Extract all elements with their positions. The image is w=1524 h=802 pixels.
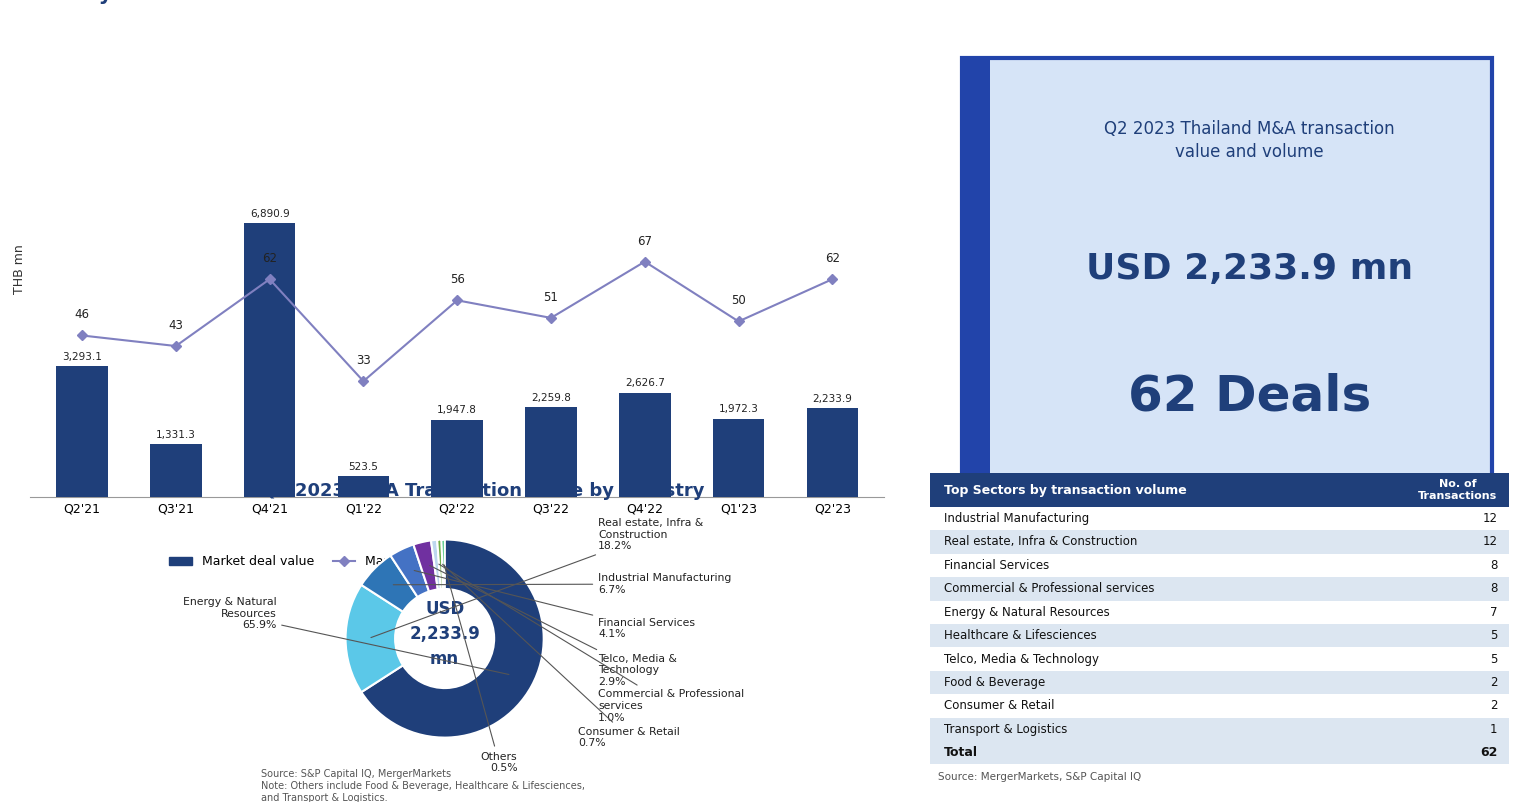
Text: 1,947.8: 1,947.8: [437, 405, 477, 415]
Text: 1: 1: [1489, 723, 1497, 736]
Text: M&A activity in Thailand: M&A activity in Thailand: [0, 0, 250, 3]
Text: 6,890.9: 6,890.9: [250, 209, 290, 219]
Legend: Market deal value, Market deal volume: Market deal value, Market deal volume: [165, 550, 494, 573]
Text: Total: Total: [943, 746, 978, 759]
Bar: [930, 553, 1509, 577]
Text: 51: 51: [544, 291, 558, 304]
Bar: [930, 601, 1509, 624]
Text: Consumer & Retail: Consumer & Retail: [943, 699, 1055, 712]
Text: Financial Services: Financial Services: [943, 559, 1050, 572]
Text: 43: 43: [169, 319, 183, 332]
Text: Real estate, Infra &
Construction
18.2%: Real estate, Infra & Construction 18.2%: [370, 518, 704, 638]
Text: 2,259.8: 2,259.8: [530, 393, 572, 403]
Bar: [56, 367, 108, 497]
Wedge shape: [431, 540, 440, 589]
Text: 12: 12: [1483, 512, 1497, 525]
Text: 62: 62: [262, 252, 277, 265]
Bar: [149, 444, 201, 497]
Bar: [930, 577, 1509, 601]
Wedge shape: [346, 585, 402, 692]
Text: Healthcare & Lifesciences: Healthcare & Lifesciences: [943, 629, 1097, 642]
Text: No. of
Transactions: No. of Transactions: [1417, 480, 1497, 500]
Bar: [930, 647, 1509, 670]
Text: 62: 62: [824, 252, 840, 265]
Text: 1,331.3: 1,331.3: [155, 430, 195, 439]
Bar: [930, 624, 1509, 647]
Text: Q2 2023 Thailand M&A transaction
value and volume: Q2 2023 Thailand M&A transaction value a…: [1103, 119, 1394, 161]
Wedge shape: [361, 540, 544, 738]
Wedge shape: [442, 540, 445, 589]
Text: Source: S&P Capital IQ, MergerMarkets
Note: Others include Food & Beverage, Heal: Source: S&P Capital IQ, MergerMarkets No…: [261, 769, 585, 802]
Text: 3,293.1: 3,293.1: [62, 351, 102, 362]
Wedge shape: [361, 556, 418, 612]
Text: USD
2,233.9
mn: USD 2,233.9 mn: [408, 600, 480, 667]
Text: Source: MergerMarkets, S&P Capital IQ: Source: MergerMarkets, S&P Capital IQ: [939, 772, 1141, 783]
Text: Energy & Natural Resources: Energy & Natural Resources: [943, 606, 1109, 619]
Wedge shape: [437, 540, 443, 589]
Bar: [526, 407, 576, 497]
Text: 50: 50: [732, 294, 745, 307]
Bar: [338, 476, 389, 497]
Text: 56: 56: [450, 273, 465, 286]
Text: Commercial & Professional
services
1.0%: Commercial & Professional services 1.0%: [439, 564, 744, 723]
Wedge shape: [413, 541, 437, 592]
Text: 46: 46: [75, 309, 90, 322]
Bar: [619, 393, 671, 497]
Bar: [930, 670, 1509, 695]
Text: Commercial & Professional services: Commercial & Professional services: [943, 582, 1155, 595]
Y-axis label: THB mn: THB mn: [14, 244, 26, 294]
Bar: [962, 59, 991, 479]
Text: Food & Beverage: Food & Beverage: [943, 676, 1045, 689]
Text: Others
0.5%: Others 0.5%: [443, 565, 518, 773]
Text: Energy & Natural
Resources
65.9%: Energy & Natural Resources 65.9%: [183, 597, 509, 674]
Bar: [713, 419, 765, 497]
Text: 62 Deals: 62 Deals: [1128, 373, 1372, 421]
Bar: [930, 695, 1509, 718]
Text: 33: 33: [357, 354, 370, 367]
Bar: [930, 507, 1509, 530]
Bar: [244, 223, 296, 497]
Text: USD 2,233.9 mn: USD 2,233.9 mn: [1085, 252, 1413, 286]
Text: Telco, Media &
Technology
2.9%: Telco, Media & Technology 2.9%: [430, 565, 677, 687]
Text: 2: 2: [1489, 699, 1497, 712]
Text: 8: 8: [1490, 559, 1497, 572]
FancyBboxPatch shape: [962, 59, 1492, 479]
Text: 5: 5: [1490, 653, 1497, 666]
Text: Industrial Manufacturing
6.7%: Industrial Manufacturing 6.7%: [393, 573, 732, 595]
Text: 67: 67: [637, 234, 652, 248]
Text: 5: 5: [1490, 629, 1497, 642]
Text: 62: 62: [1480, 746, 1497, 759]
Text: 1,972.3: 1,972.3: [719, 404, 759, 414]
Bar: [930, 473, 1509, 507]
Text: 523.5: 523.5: [349, 462, 378, 472]
Text: Top Sectors by transaction volume: Top Sectors by transaction volume: [943, 484, 1187, 496]
Text: 2: 2: [1489, 676, 1497, 689]
Bar: [431, 419, 483, 497]
Text: Transport & Logistics: Transport & Logistics: [943, 723, 1067, 736]
Bar: [806, 408, 858, 497]
Wedge shape: [390, 545, 430, 597]
Text: 12: 12: [1483, 536, 1497, 549]
Bar: [930, 718, 1509, 741]
Text: Consumer & Retail
0.7%: Consumer & Retail 0.7%: [442, 565, 680, 748]
Text: 8: 8: [1490, 582, 1497, 595]
Bar: [930, 741, 1509, 764]
Text: Telco, Media & Technology: Telco, Media & Technology: [943, 653, 1099, 666]
Bar: [930, 530, 1509, 553]
Text: Industrial Manufacturing: Industrial Manufacturing: [943, 512, 1090, 525]
Text: 7: 7: [1489, 606, 1497, 619]
Text: Financial Services
4.1%: Financial Services 4.1%: [415, 570, 695, 639]
Text: 2,233.9: 2,233.9: [812, 394, 852, 403]
Text: Q2 2023 M&A Transaction value by industry: Q2 2023 M&A Transaction value by industr…: [261, 482, 704, 500]
Text: 2,626.7: 2,626.7: [625, 378, 664, 388]
Text: Real estate, Infra & Construction: Real estate, Infra & Construction: [943, 536, 1137, 549]
